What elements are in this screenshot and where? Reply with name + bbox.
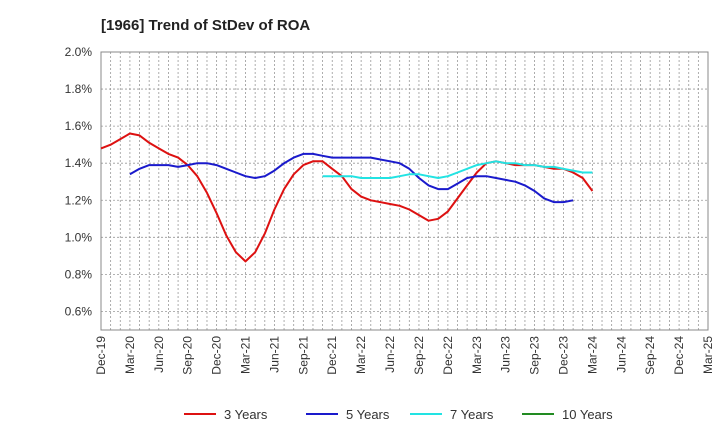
y-tick-label: 2.0%	[65, 45, 93, 59]
x-tick-label: Sep-20	[181, 336, 195, 375]
x-tick-label: Sep-24	[643, 336, 657, 375]
y-tick-label: 0.6%	[65, 304, 93, 318]
x-tick-label: Dec-20	[210, 336, 224, 375]
y-tick-label: 1.8%	[65, 82, 93, 96]
chart-title: [1966] Trend of StDev of ROA	[101, 17, 310, 34]
y-tick-label: 1.2%	[65, 193, 93, 207]
y-tick-label: 1.6%	[65, 119, 93, 133]
x-tick-label: Mar-21	[239, 336, 253, 374]
x-tick-label: Dec-21	[325, 336, 339, 375]
y-axis: 0.6% 0.8% 1.0% 1.2% 1.4% 1.6% 1.8% 2.0%	[65, 45, 93, 318]
x-tick-label: Sep-22	[412, 336, 426, 375]
x-tick-label: Sep-21	[296, 336, 310, 375]
x-tick-label: Sep-23	[528, 336, 542, 375]
x-tick-label: Mar-25	[701, 336, 715, 374]
y-tick-label: 1.4%	[65, 156, 93, 170]
x-tick-label: Mar-23	[470, 336, 484, 374]
x-tick-label: Jun-22	[383, 336, 397, 373]
y-tick-label: 0.8%	[65, 267, 93, 281]
x-tick-label: Jun-23	[499, 336, 513, 373]
x-tick-label: Mar-20	[123, 336, 137, 374]
x-tick-label: Dec-19	[94, 336, 108, 375]
x-tick-label: Jun-24	[614, 336, 628, 373]
legend-label: 5 Years	[346, 407, 390, 422]
grid-lines	[101, 52, 708, 330]
legend-label: 3 Years	[224, 407, 268, 422]
legend-label: 10 Years	[562, 407, 613, 422]
series-line-2	[129, 152, 574, 204]
x-tick-label: Dec-23	[556, 336, 570, 375]
series-lines	[100, 132, 594, 263]
x-axis: Dec-19 Mar-20 Jun-20 Sep-20 Dec-20 Mar-21 Jun-…	[94, 336, 715, 375]
x-tick-label: Dec-24	[672, 336, 686, 375]
x-tick-label: Jun-20	[152, 336, 166, 373]
legend: 3 Years 5 Years 7 Years 10 Years	[184, 407, 613, 422]
plot-area	[100, 51, 709, 331]
x-tick-label: Jun-21	[267, 336, 281, 373]
y-tick-label: 1.0%	[65, 230, 93, 244]
x-tick-label: Mar-24	[585, 336, 599, 374]
x-tick-label: Mar-22	[354, 336, 368, 374]
series-line-1	[100, 132, 594, 263]
x-tick-label: Dec-22	[441, 336, 455, 375]
legend-label: 7 Years	[450, 407, 494, 422]
series-line-3	[322, 160, 593, 179]
